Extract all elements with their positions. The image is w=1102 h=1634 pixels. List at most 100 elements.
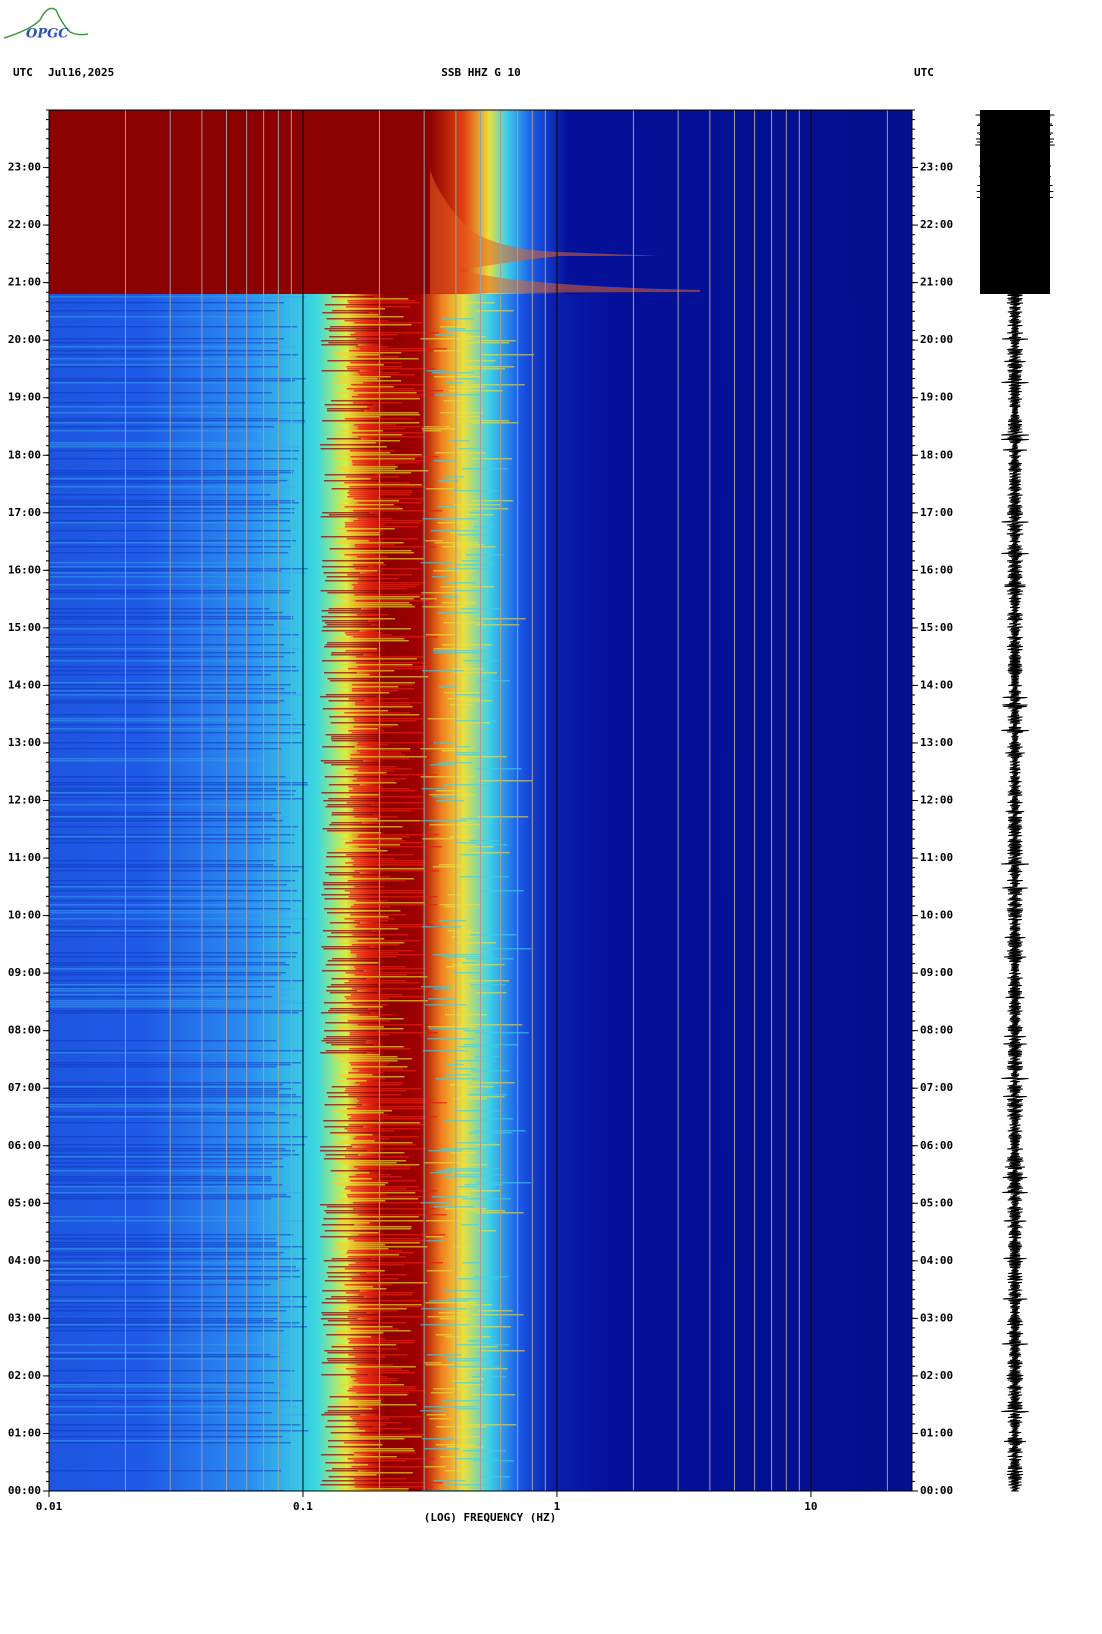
texture-streak [322, 1314, 389, 1316]
texture-streak [321, 1414, 361, 1416]
texture-streak [427, 1038, 476, 1040]
texture-streak [356, 356, 399, 358]
texture-streak [322, 884, 390, 886]
texture-streak [49, 1192, 301, 1194]
texture-streak [327, 1320, 395, 1322]
texture-streak [354, 594, 425, 596]
texture-streak [49, 426, 275, 428]
texture-streak [325, 806, 409, 808]
texture-streak [325, 644, 407, 646]
texture-streak [347, 1020, 390, 1022]
texture-streak [327, 1440, 394, 1442]
y-tick-label: 09:00 [8, 966, 41, 979]
texture-streak [327, 1406, 359, 1408]
y-tick-label: 22:00 [8, 218, 41, 231]
texture-streak [422, 518, 477, 520]
texture-streak [49, 1012, 299, 1014]
texture-streak [49, 968, 274, 970]
texture-streak [355, 1356, 386, 1358]
texture-streak [447, 330, 487, 332]
texture-streak [479, 1476, 511, 1478]
y-tick-label: 00:00 [8, 1484, 41, 1497]
texture-streak [466, 1086, 494, 1088]
texture-streak [325, 964, 409, 966]
texture-streak [347, 300, 416, 302]
texture-streak [348, 1398, 384, 1400]
texture-streak [49, 674, 272, 676]
texture-streak [350, 994, 403, 996]
texture-streak [433, 1388, 464, 1390]
texture-streak [427, 718, 465, 720]
texture-streak [449, 704, 474, 706]
texture-streak [433, 570, 474, 572]
texture-streak [358, 518, 393, 520]
texture-streak [453, 1098, 488, 1100]
texture-streak [49, 692, 297, 694]
texture-streak [49, 1102, 303, 1104]
x-axis-label: (LOG) FREQUENCY (HZ) [424, 1511, 556, 1524]
texture-streak [49, 302, 284, 304]
texture-streak [452, 490, 499, 492]
texture-streak [49, 1284, 271, 1286]
texture-streak [342, 1456, 397, 1458]
texture-streak [468, 980, 510, 982]
texture-streak [461, 1198, 511, 1200]
texture-streak [321, 1224, 355, 1226]
texture-streak [351, 1116, 438, 1118]
texture-streak [49, 542, 278, 544]
texture-streak [331, 764, 382, 766]
texture-streak [444, 328, 466, 330]
texture-streak [347, 880, 405, 882]
texture-streak [346, 802, 425, 804]
texture-streak [49, 984, 278, 986]
texture-streak [320, 1454, 355, 1456]
texture-streak [322, 882, 382, 884]
y-tick-label: 16:00 [920, 563, 953, 576]
texture-streak [334, 1430, 365, 1432]
texture-streak [432, 576, 449, 578]
texture-streak [329, 336, 404, 338]
texture-streak [461, 560, 481, 562]
texture-streak [331, 296, 375, 298]
texture-streak [456, 416, 481, 418]
texture-streak [445, 1064, 464, 1066]
texture-streak [425, 1364, 455, 1366]
texture-streak [49, 1424, 301, 1426]
texture-streak [427, 1026, 476, 1028]
texture-streak [333, 442, 376, 444]
texture-streak [335, 1178, 372, 1180]
texture-streak [344, 526, 419, 528]
texture-streak [49, 1406, 299, 1408]
texture-streak [359, 766, 396, 768]
texture-streak [426, 488, 454, 490]
y-tick-label: 23:00 [920, 161, 953, 174]
texture-streak [320, 696, 377, 698]
texture-streak [336, 1402, 381, 1404]
texture-streak [331, 958, 402, 960]
texture-streak [327, 1420, 406, 1422]
texture-streak [336, 354, 379, 356]
texture-streak [337, 552, 414, 554]
texture-streak [322, 420, 394, 422]
texture-streak [49, 1394, 283, 1396]
texture-streak [49, 742, 302, 744]
texture-streak [356, 744, 389, 746]
texture-streak [438, 762, 473, 764]
texture-streak [335, 376, 391, 378]
texture-streak [321, 1362, 389, 1364]
texture-streak [430, 1172, 452, 1174]
texture-streak [49, 502, 299, 504]
texture-streak [350, 450, 396, 452]
texture-streak [476, 310, 514, 312]
texture-streak [471, 984, 506, 986]
texture-streak [454, 1174, 503, 1176]
texture-streak [327, 360, 385, 362]
texture-streak [348, 1118, 427, 1120]
texture-streak [471, 500, 513, 502]
texture-streak [49, 1156, 290, 1158]
texture-streak [351, 1466, 422, 1468]
texture-streak [420, 986, 450, 988]
texture-streak [456, 1408, 480, 1410]
texture-streak [443, 400, 467, 402]
texture-streak [358, 394, 436, 396]
